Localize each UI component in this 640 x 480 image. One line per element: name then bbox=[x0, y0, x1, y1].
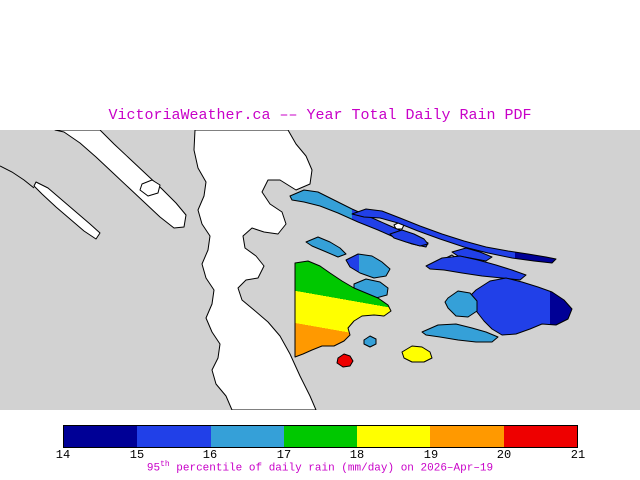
island-cyan-patch bbox=[444, 290, 478, 318]
colorbar-segment bbox=[357, 426, 431, 447]
colorbar-segment bbox=[503, 426, 577, 447]
island-small-yellow bbox=[401, 345, 433, 363]
colorbar-caption: 95th percentile of daily rain (mm/day) o… bbox=[0, 460, 640, 475]
colorbar bbox=[63, 425, 578, 448]
caption-text: percentile of daily rain (mm/day) on 202… bbox=[169, 462, 494, 475]
colorbar-tick-label: 21 bbox=[570, 448, 586, 462]
colorbar-tick-label: 20 bbox=[496, 448, 512, 462]
island-long-northeast bbox=[351, 208, 557, 264]
map-canvas bbox=[0, 130, 640, 410]
island-sliver-cyan bbox=[305, 236, 347, 258]
colorbar-tick-label: 16 bbox=[202, 448, 218, 462]
lake-strip-west bbox=[33, 181, 101, 240]
main-white-region bbox=[193, 130, 317, 410]
weather-map bbox=[0, 130, 640, 410]
island-east-strip bbox=[425, 255, 527, 281]
lake-strip-northwest bbox=[54, 130, 187, 229]
colorbar-segment bbox=[64, 426, 138, 447]
colorbar-tick-label: 14 bbox=[55, 448, 71, 462]
colorbar-segment bbox=[430, 426, 504, 447]
colorbar-tick-label: 15 bbox=[129, 448, 145, 462]
colorbar-segment bbox=[137, 426, 211, 447]
island-sliver-blue bbox=[389, 229, 429, 247]
coastline-fragment bbox=[0, 165, 35, 189]
island-south-strip bbox=[421, 323, 499, 343]
island-cluster-north bbox=[345, 253, 391, 279]
islet-cyan-dot bbox=[363, 335, 377, 348]
hotspot-red bbox=[336, 353, 354, 368]
caption-ordinal: th bbox=[160, 460, 170, 469]
colorbar-segment bbox=[210, 426, 284, 447]
colorbar-segment bbox=[283, 426, 358, 447]
colorbar-tick-label: 18 bbox=[349, 448, 365, 462]
caption-value: 95 bbox=[146, 462, 161, 475]
small-lake bbox=[139, 179, 161, 197]
colorbar-tick-label: 19 bbox=[423, 448, 439, 462]
island-large-east bbox=[470, 277, 573, 336]
page-title: VictoriaWeather.ca –– Year Total Daily R… bbox=[108, 107, 532, 124]
colorbar-tick-label: 17 bbox=[276, 448, 292, 462]
central-peninsula-region bbox=[294, 260, 392, 358]
